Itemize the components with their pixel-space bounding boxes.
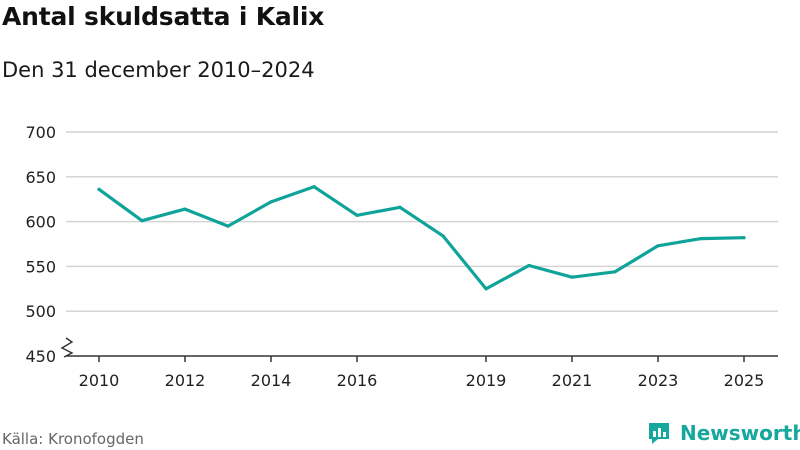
data-point-2022 <box>613 270 617 274</box>
data-point-2016 <box>355 213 359 217</box>
y-tick-label-450: 450 <box>25 347 56 366</box>
data-point-2018 <box>441 234 445 238</box>
data-point-2024 <box>699 237 703 241</box>
newsworthy-logo-icon <box>649 423 669 444</box>
data-point-2017 <box>398 205 402 209</box>
y-tick-label-650: 650 <box>25 168 56 187</box>
data-point-2011 <box>140 219 144 223</box>
data-point-2025 <box>742 236 746 240</box>
y-tick-label-600: 600 <box>25 213 56 232</box>
x-tick-label-2010: 2010 <box>79 371 120 390</box>
x-tick-label-2019: 2019 <box>466 371 507 390</box>
source-note: Källa: Kronofogden <box>2 430 144 448</box>
x-tick-label-2016: 2016 <box>337 371 378 390</box>
x-tick-label-2025: 2025 <box>724 371 765 390</box>
data-point-2021 <box>570 275 574 279</box>
axis-break-icon <box>60 337 74 358</box>
brand-logo[interactable]: Newsworthy <box>646 420 800 446</box>
y-tick-label-550: 550 <box>25 257 56 276</box>
series-line-0 <box>97 185 746 291</box>
x-tick-label-2012: 2012 <box>165 371 206 390</box>
y-tick-label-500: 500 <box>25 302 56 321</box>
y-tick-label-700: 700 <box>25 123 56 142</box>
data-point-2014 <box>269 200 273 204</box>
data-point-2023 <box>656 244 660 248</box>
data-point-2012 <box>183 207 187 211</box>
x-tick-label-2023: 2023 <box>638 371 679 390</box>
x-tick-label-2014: 2014 <box>251 371 292 390</box>
data-point-2010 <box>97 187 101 191</box>
data-point-2015 <box>312 185 316 189</box>
x-tick-label-2021: 2021 <box>552 371 593 390</box>
brand-name: Newsworthy <box>680 421 800 445</box>
data-point-2020 <box>527 263 531 268</box>
chart-subtitle: Den 31 december 2010–2024 <box>2 58 315 82</box>
chart-title: Antal skuldsatta i Kalix <box>2 2 325 31</box>
data-point-2019 <box>484 287 488 291</box>
data-point-2013 <box>226 224 230 228</box>
